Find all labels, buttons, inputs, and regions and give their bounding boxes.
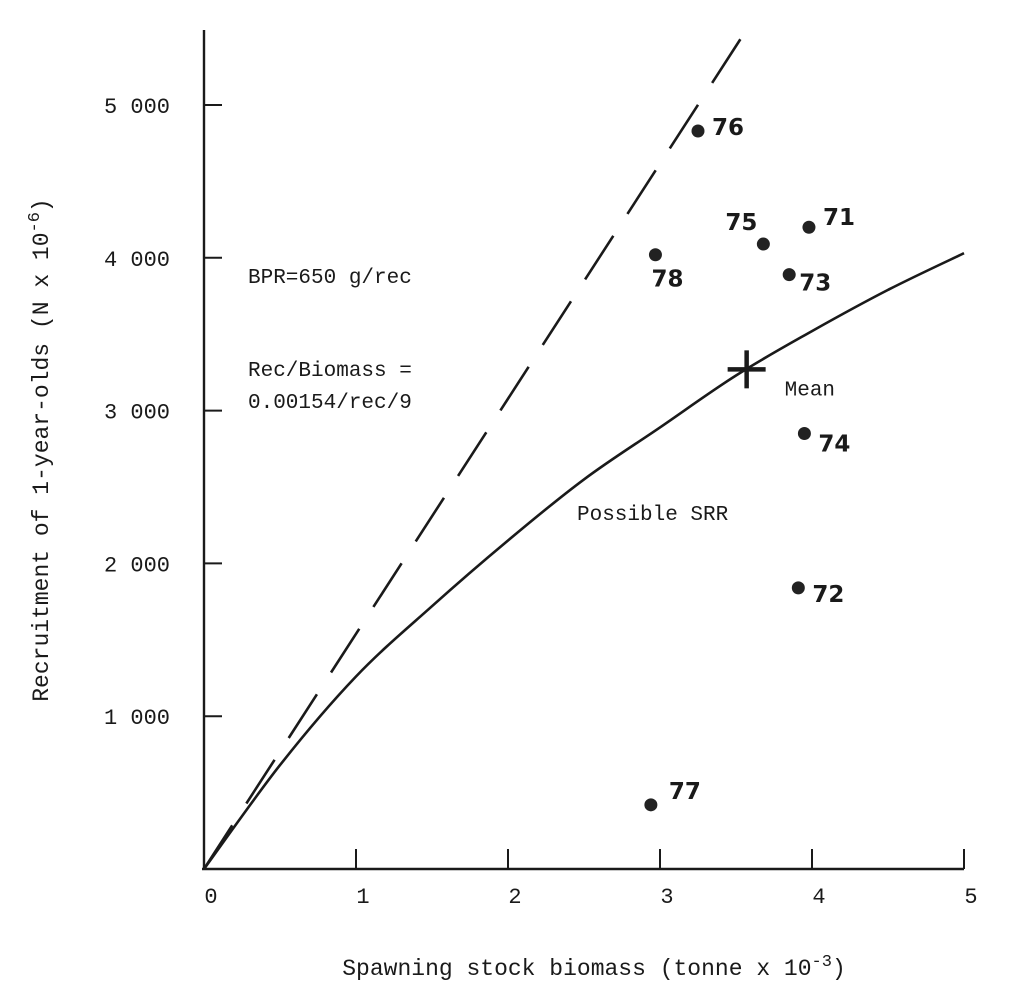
- data-point: [797, 427, 811, 441]
- possible-srr-curve: [202, 252, 965, 870]
- y-axis-title: Recruitment of 1-year-olds (N x 10-6): [26, 198, 55, 702]
- y-axis-title-close: ): [29, 198, 55, 212]
- x-tick-label: 3: [660, 885, 673, 910]
- data-point-label: 74: [818, 432, 850, 458]
- data-point: [644, 798, 658, 812]
- x-tick-label: 0: [204, 885, 217, 910]
- mean-label: Mean: [785, 379, 835, 402]
- x-axis-title-text: Spawning stock biomass (tonne x 10: [342, 956, 811, 982]
- x-tick-label: 1: [356, 885, 369, 910]
- rec-biomass-annotation-line2: 0.00154/rec/9: [248, 392, 412, 415]
- data-point-label: 73: [799, 271, 831, 297]
- data-point: [691, 124, 705, 138]
- x-tick-label: 2: [508, 885, 521, 910]
- y-tick-label: 3 000: [104, 401, 170, 426]
- data-point: [648, 248, 662, 262]
- data-point: [802, 220, 816, 234]
- y-ticks: 1 000 2 000 3 000 4 000 5 000: [104, 95, 222, 731]
- x-axis-title: Spawning stock biomass (tonne x 10-3): [342, 953, 846, 982]
- y-tick-label: 4 000: [104, 248, 170, 273]
- y-tick-label: 5 000: [104, 95, 170, 120]
- data-point-label: 77: [669, 779, 701, 805]
- data-point: [756, 237, 770, 251]
- data-point-label: 75: [725, 210, 757, 236]
- x-axis-title-close: ): [832, 956, 846, 982]
- x-tick-label: 5: [964, 885, 977, 910]
- y-axis-title-exponent: -6: [26, 212, 45, 232]
- data-points: 71 72 73 74 75 76 77 78: [644, 115, 855, 812]
- y-tick-label: 2 000: [104, 553, 170, 578]
- mean-marker: Mean: [727, 350, 835, 402]
- x-axis-title-exponent: -3: [812, 953, 832, 972]
- bpr-dashed-line: [202, 21, 753, 870]
- y-tick-label: 1 000: [104, 706, 170, 731]
- data-point-label: 72: [812, 582, 844, 608]
- rec-biomass-annotation-line1: Rec/Biomass =: [248, 360, 412, 383]
- data-point: [791, 581, 805, 595]
- x-ticks: 0 1 2 3 4 5: [203, 849, 978, 910]
- srr-curve-label: Possible SRR: [577, 504, 729, 527]
- y-axis-title-text: Recruitment of 1-year-olds (N x 10: [29, 232, 55, 701]
- data-point-label: 78: [651, 267, 683, 293]
- data-point-label: 76: [712, 115, 744, 141]
- x-tick-label: 4: [812, 885, 825, 910]
- data-point: [782, 268, 796, 282]
- bpr-annotation: BPR=650 g/rec: [248, 267, 412, 290]
- data-point-label: 71: [823, 205, 855, 231]
